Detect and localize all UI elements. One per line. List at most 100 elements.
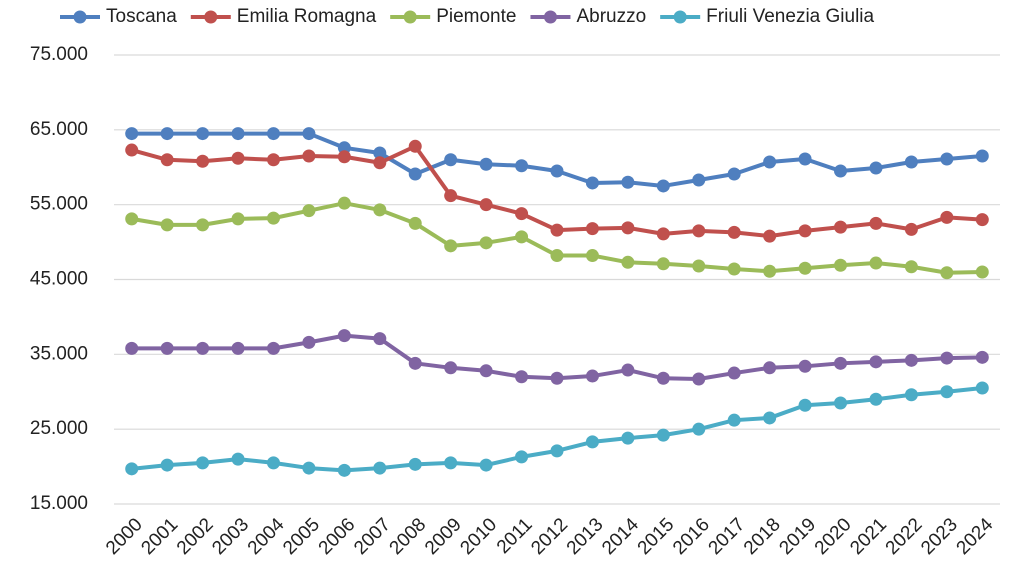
data-point: [302, 127, 316, 141]
x-tick-label: 2013: [563, 514, 608, 559]
legend-label: Toscana: [106, 6, 177, 27]
data-point: [231, 212, 245, 226]
data-point: [479, 198, 493, 212]
data-point: [727, 225, 741, 239]
data-point: [408, 167, 422, 181]
data-point: [940, 152, 954, 166]
data-point: [621, 175, 635, 189]
data-point: [160, 218, 174, 232]
data-point: [408, 457, 422, 471]
data-point: [266, 456, 280, 470]
x-tick-label: 2012: [527, 514, 572, 559]
x-tick-label: 2001: [137, 514, 182, 559]
x-tick-label: 2016: [669, 514, 714, 559]
data-point: [302, 461, 316, 475]
data-point: [904, 260, 918, 274]
x-tick-label: 2014: [598, 514, 643, 559]
x-tick-label: 2010: [456, 514, 501, 559]
data-point: [656, 428, 670, 442]
y-tick-label: 15.000: [30, 493, 88, 514]
data-point: [585, 176, 599, 190]
legend-marker: [73, 10, 87, 24]
data-point: [373, 203, 387, 217]
x-tick-label: 2002: [173, 514, 218, 559]
data-point: [585, 249, 599, 263]
legend-marker: [204, 10, 218, 24]
x-tick-label: 2020: [811, 514, 856, 559]
y-tick-label: 35.000: [30, 343, 88, 364]
data-point: [515, 370, 529, 384]
data-point: [266, 341, 280, 355]
data-point: [408, 139, 422, 153]
x-tick-label: 2022: [882, 514, 927, 559]
data-point: [515, 450, 529, 464]
data-point: [869, 256, 883, 270]
y-tick-label: 45.000: [30, 269, 88, 290]
data-point: [940, 266, 954, 280]
data-point: [692, 422, 706, 436]
data-point: [585, 369, 599, 383]
data-point: [444, 361, 458, 375]
data-point: [550, 371, 564, 385]
x-tick-label: 2000: [102, 514, 147, 559]
data-point: [302, 149, 316, 163]
y-tick-label: 25.000: [30, 418, 88, 439]
data-point: [125, 127, 139, 141]
data-point: [479, 458, 493, 472]
data-point: [196, 341, 210, 355]
data-point: [231, 127, 245, 141]
data-point: [160, 153, 174, 167]
data-point: [337, 196, 351, 210]
data-point: [337, 329, 351, 343]
data-point: [302, 204, 316, 218]
data-point: [550, 164, 564, 178]
x-tick-label: 2021: [846, 514, 891, 559]
data-point: [444, 456, 458, 470]
data-point: [727, 262, 741, 276]
data-point: [621, 221, 635, 235]
data-point: [798, 224, 812, 238]
y-tick-label: 55.000: [30, 194, 88, 215]
data-point: [444, 239, 458, 253]
x-tick-label: 2011: [493, 514, 537, 558]
data-point: [550, 444, 564, 458]
data-point: [940, 385, 954, 399]
data-point: [373, 156, 387, 170]
data-point: [904, 353, 918, 367]
data-point: [975, 381, 989, 395]
legend-label: Emilia Romagna: [237, 6, 377, 27]
data-point: [125, 212, 139, 226]
data-point: [479, 364, 493, 378]
x-tick-label: 2024: [953, 514, 998, 559]
x-tick-label: 2023: [917, 514, 962, 559]
data-point: [975, 350, 989, 364]
data-point: [727, 413, 741, 427]
data-point: [834, 356, 848, 370]
data-point: [196, 154, 210, 168]
data-point: [975, 213, 989, 227]
data-point: [869, 355, 883, 369]
legend-marker: [673, 10, 687, 24]
data-point: [763, 155, 777, 169]
data-point: [904, 155, 918, 169]
data-point: [798, 152, 812, 166]
data-point: [692, 372, 706, 386]
data-point: [231, 341, 245, 355]
data-point: [302, 335, 316, 349]
data-point: [550, 223, 564, 237]
data-point: [727, 167, 741, 181]
data-point: [692, 259, 706, 273]
data-point: [515, 159, 529, 173]
x-tick-label: 2015: [634, 514, 679, 559]
data-point: [196, 127, 210, 141]
data-point: [125, 462, 139, 476]
data-point: [904, 388, 918, 402]
series-line: [131, 201, 983, 275]
data-point: [834, 396, 848, 410]
data-point: [621, 255, 635, 269]
data-point: [266, 127, 280, 141]
data-point: [798, 359, 812, 373]
data-point: [196, 456, 210, 470]
data-point: [196, 218, 210, 232]
